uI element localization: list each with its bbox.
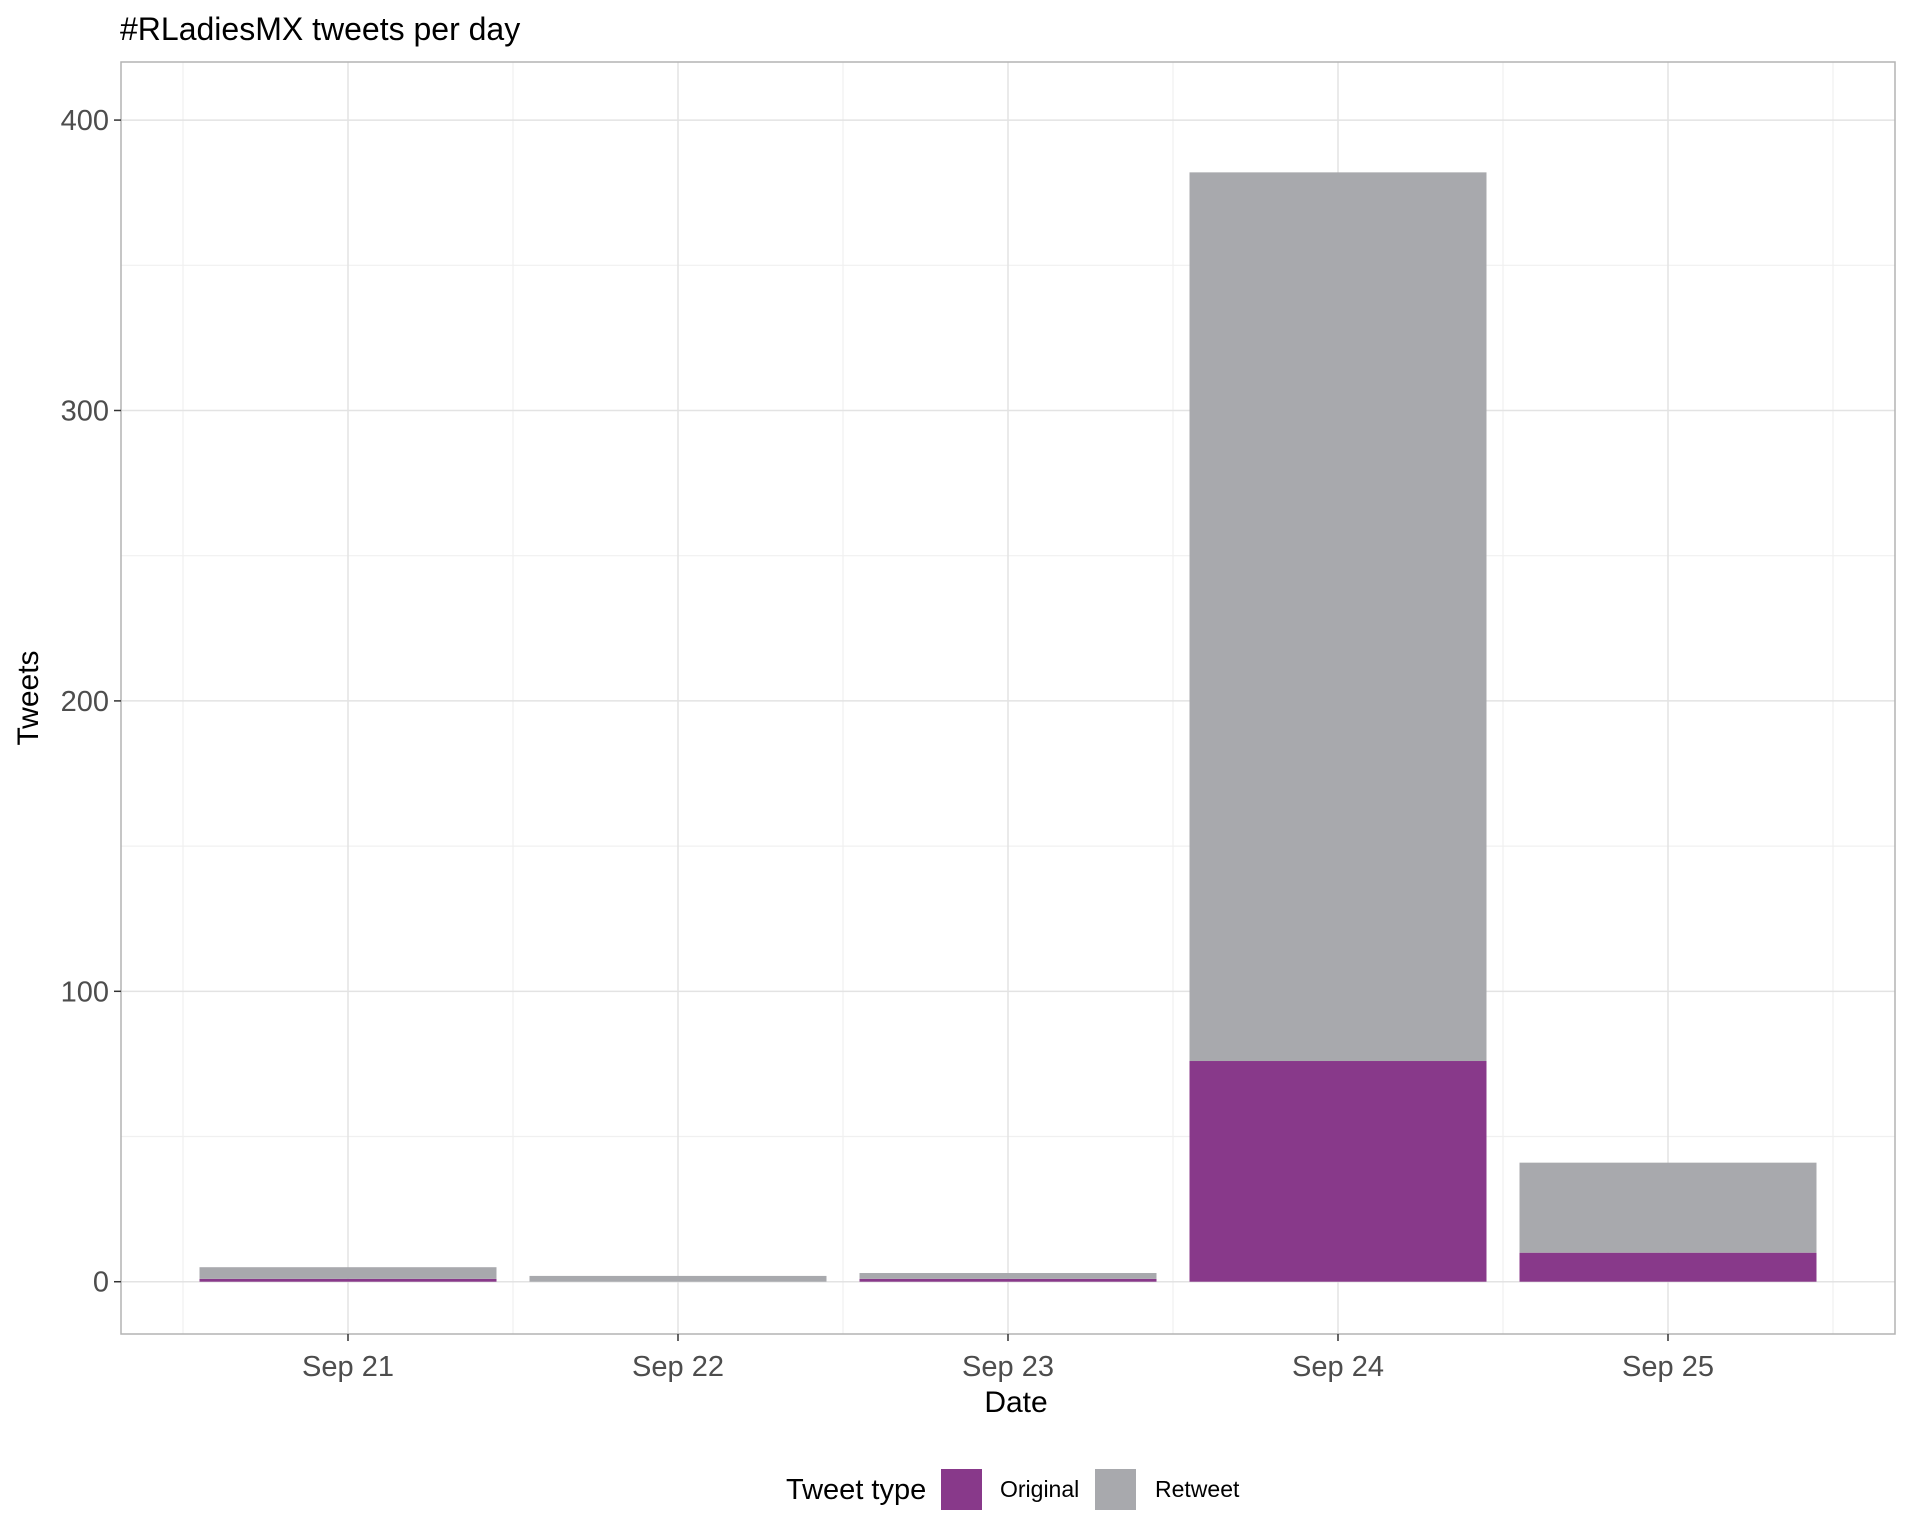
- y-tick-label: 400: [61, 105, 109, 137]
- plot-area: [120, 61, 1896, 1335]
- y-tick-label: 0: [93, 1267, 109, 1299]
- bar-retweet: [1189, 172, 1487, 1062]
- legend-key-retweet: [1095, 1469, 1136, 1510]
- x-tick-label: Sep 23: [962, 1351, 1054, 1383]
- legend-label-retweet: Retweet: [1155, 1476, 1240, 1502]
- x-tick-label: Sep 21: [302, 1351, 394, 1383]
- bars: [199, 172, 1817, 1282]
- legend: Tweet type Original Retweet: [786, 1469, 1240, 1510]
- x-tick-label: Sep 22: [632, 1351, 724, 1383]
- legend-label-original: Original: [1000, 1476, 1079, 1502]
- bar-original: [199, 1278, 497, 1282]
- x-tick-label: Sep 25: [1622, 1351, 1714, 1383]
- bar-original: [859, 1278, 1157, 1282]
- bar-original: [1519, 1252, 1817, 1282]
- y-axis: 0 100 200 300 400: [61, 105, 121, 1299]
- y-tick-label: 200: [61, 686, 109, 718]
- bar-retweet: [199, 1267, 497, 1279]
- legend-title: Tweet type: [786, 1474, 926, 1506]
- chart-title: #RLadiesMX tweets per day: [120, 11, 520, 47]
- x-axis-title: Date: [984, 1386, 1047, 1419]
- y-axis-title: Tweets: [12, 650, 45, 745]
- bar-retweet: [1519, 1162, 1817, 1253]
- legend-key-original: [941, 1469, 982, 1510]
- bar-retweet: [529, 1275, 827, 1282]
- bar-original: [1189, 1061, 1487, 1282]
- y-tick-label: 300: [61, 395, 109, 427]
- x-tick-label: Sep 24: [1292, 1351, 1384, 1383]
- x-axis: Sep 21 Sep 22 Sep 23 Sep 24 Sep 25: [302, 1334, 1714, 1383]
- y-tick-label: 100: [61, 976, 109, 1008]
- bar-retweet: [859, 1273, 1157, 1279]
